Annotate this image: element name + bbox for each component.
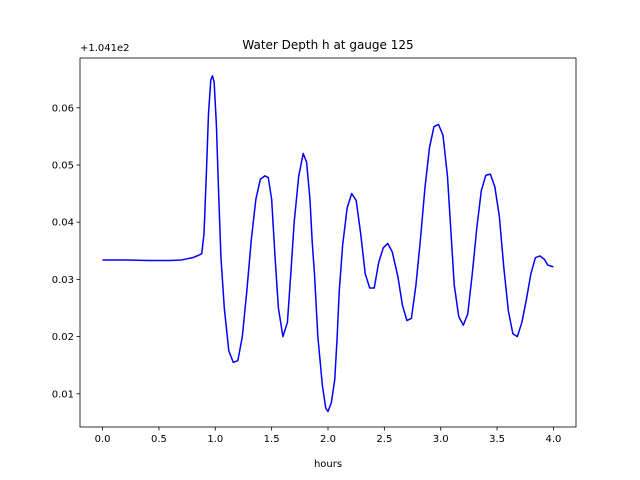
y-tick-label: 0.04 — [52, 218, 74, 229]
y-tick-label: 0.01 — [52, 389, 74, 400]
x-tick-label: 1.5 — [264, 434, 280, 445]
x-tick-label: 2.5 — [376, 434, 392, 445]
y-tick-label: 0.06 — [52, 103, 74, 114]
x-tick-label: 0.5 — [151, 434, 167, 445]
x-tick-label: 0.0 — [95, 434, 111, 445]
series-line-0 — [102, 74, 554, 413]
x-axis-label: hours — [314, 459, 342, 470]
chart-title: Water Depth h at gauge 125 — [242, 38, 413, 52]
x-tick-label: 3.0 — [433, 434, 449, 445]
y-tick-label: 0.03 — [52, 275, 74, 286]
x-tick-label: 1.0 — [207, 434, 223, 445]
y-tick-label: 0.02 — [52, 332, 74, 343]
y-tick-label: 0.05 — [52, 160, 74, 171]
axes-frame — [79, 57, 577, 428]
y-offset-text: +1.041e2 — [80, 43, 130, 54]
x-tick-label: 2.0 — [320, 434, 336, 445]
x-tick-label: 4.0 — [546, 434, 562, 445]
x-tick-label: 3.5 — [489, 434, 505, 445]
plot-area: 0.0 0.5 1.0 1.5 2.0 2.5 3.0 3.5 4.0 0.01 0.02 0.03 0… — [52, 57, 577, 445]
